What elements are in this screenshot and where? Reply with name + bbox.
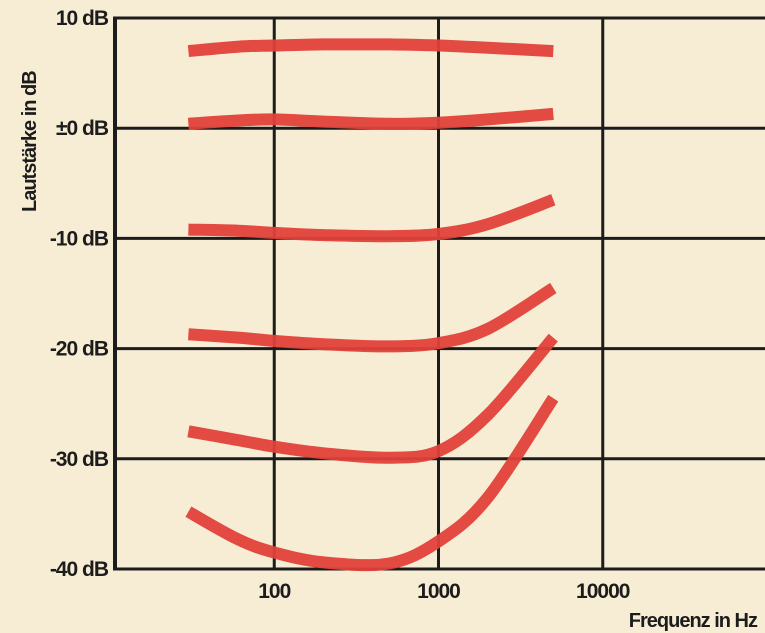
y-tick-label: 10 dB xyxy=(56,7,109,30)
y-tick-label: -30 dB xyxy=(50,448,109,471)
series-curve-6 xyxy=(185,394,559,572)
series-layer xyxy=(185,38,559,572)
series-curve-4 xyxy=(188,282,557,353)
y-tick-labels: 10 dB ±0 dB -10 dB -20 dB -30 dB -40 dB xyxy=(50,7,110,581)
x-tick-labels: 100 1000 10000 xyxy=(258,580,631,603)
x-tick-label: 100 xyxy=(258,580,290,603)
x-tick-label: 1000 xyxy=(417,580,460,603)
series-curve-5 xyxy=(187,333,558,464)
y-axis-title: Lautstärke in dB xyxy=(19,71,41,212)
y-tick-label: -10 dB xyxy=(50,227,109,250)
y-tick-label: -20 dB xyxy=(50,338,109,361)
series-curve-2 xyxy=(187,107,554,130)
x-tick-label: 10000 xyxy=(576,580,630,603)
y-tick-label: -40 dB xyxy=(50,558,109,581)
x-axis-title: Frequenz in Hz xyxy=(629,610,758,632)
y-tick-label: ±0 dB xyxy=(56,117,109,140)
series-curve-3 xyxy=(188,194,556,243)
series-curve-1 xyxy=(187,38,554,58)
grid xyxy=(113,16,765,571)
